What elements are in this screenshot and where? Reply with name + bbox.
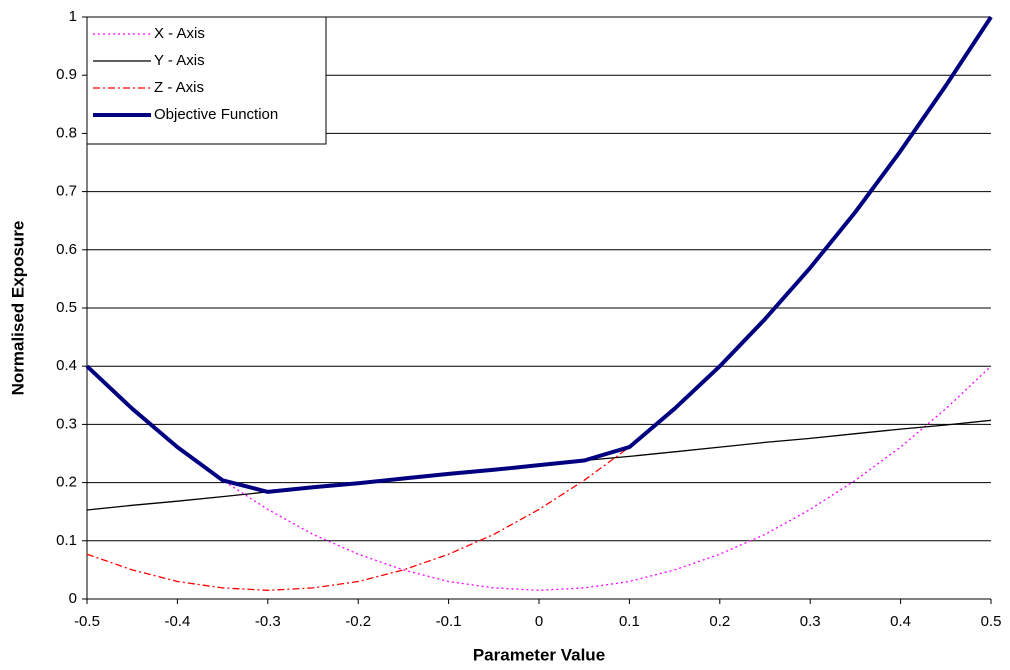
legend-box xyxy=(87,17,326,144)
y-tick-label: 1 xyxy=(69,8,77,25)
y-tick-label: 0.1 xyxy=(56,532,77,549)
legend-label: Objective Function xyxy=(154,106,278,123)
legend-label: Y - Axis xyxy=(154,52,205,69)
y-tick-label: 0.3 xyxy=(56,415,77,432)
x-tick-label: 0.5 xyxy=(981,613,1002,630)
x-tick-label: 0.2 xyxy=(709,613,730,630)
x-tick-label: 0.1 xyxy=(619,613,640,630)
y-tick-label: 0 xyxy=(69,590,77,607)
x-tick-label: 0.3 xyxy=(800,613,821,630)
y-tick-label: 0.4 xyxy=(56,357,77,374)
y-tick-label: 0.2 xyxy=(56,474,77,491)
y-tick-label: 0.8 xyxy=(56,124,77,141)
y-tick-label: 0.7 xyxy=(56,183,77,200)
x-axis-title: Parameter Value xyxy=(473,645,605,664)
x-tick-label: 0.4 xyxy=(890,613,911,630)
x-tick-label: -0.5 xyxy=(74,613,100,630)
y-tick-label: 0.6 xyxy=(56,241,77,258)
x-tick-label: -0.1 xyxy=(436,613,462,630)
x-tick-label: -0.4 xyxy=(164,613,190,630)
y-tick-label: 0.9 xyxy=(56,66,77,83)
y-axis-title: Normalised Exposure xyxy=(8,221,27,396)
x-tick-label: -0.3 xyxy=(255,613,281,630)
y-tick-label: 0.5 xyxy=(56,299,77,316)
legend-label: X - Axis xyxy=(154,25,205,42)
x-tick-label: -0.2 xyxy=(345,613,371,630)
chart: Parameter Value Normalised Exposure 0 0.1… xyxy=(0,0,1010,670)
legend-label: Z - Axis xyxy=(154,79,204,96)
x-tick-label: 0 xyxy=(535,613,543,630)
